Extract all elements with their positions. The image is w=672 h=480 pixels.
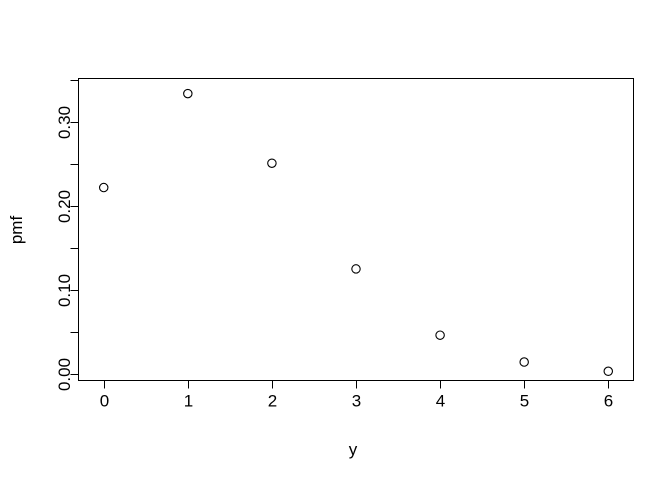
x-axis-title: y [349,440,358,459]
data-point [267,158,277,168]
data-points-group [98,88,614,377]
y-axis-tick-label: 0.20 [55,190,74,223]
data-point [603,366,614,377]
x-axis-tick-label: 6 [604,392,613,411]
data-point [435,330,445,340]
y-axis-tick-label: 0.10 [55,274,74,307]
y-axis-title: pmf [7,216,26,245]
x-axis-tick-label: 4 [436,392,445,411]
data-point [351,264,361,274]
data-point [183,88,193,99]
x-axis: 0 1 2 3 4 5 6 [100,380,613,411]
y-axis: 0.00 0.10 0.20 0.30 [55,79,79,391]
y-axis-tick-label: 0.00 [55,358,74,391]
x-axis-tick-label: 0 [100,392,109,411]
x-axis-tick-label: 2 [268,392,277,411]
x-axis-tick-label: 1 [184,392,193,411]
data-point [98,182,109,193]
data-point [519,357,529,367]
x-axis-tick-label: 3 [352,392,361,411]
y-axis-tick-label: 0.30 [55,106,74,139]
x-axis-tick-label: 5 [520,392,529,411]
